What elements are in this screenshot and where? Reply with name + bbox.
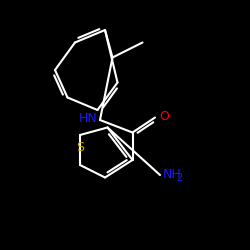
- Text: O: O: [159, 110, 168, 123]
- Text: HN: HN: [79, 112, 98, 125]
- Text: NH: NH: [162, 168, 181, 181]
- Text: S: S: [76, 141, 84, 154]
- Text: 2: 2: [176, 173, 182, 183]
